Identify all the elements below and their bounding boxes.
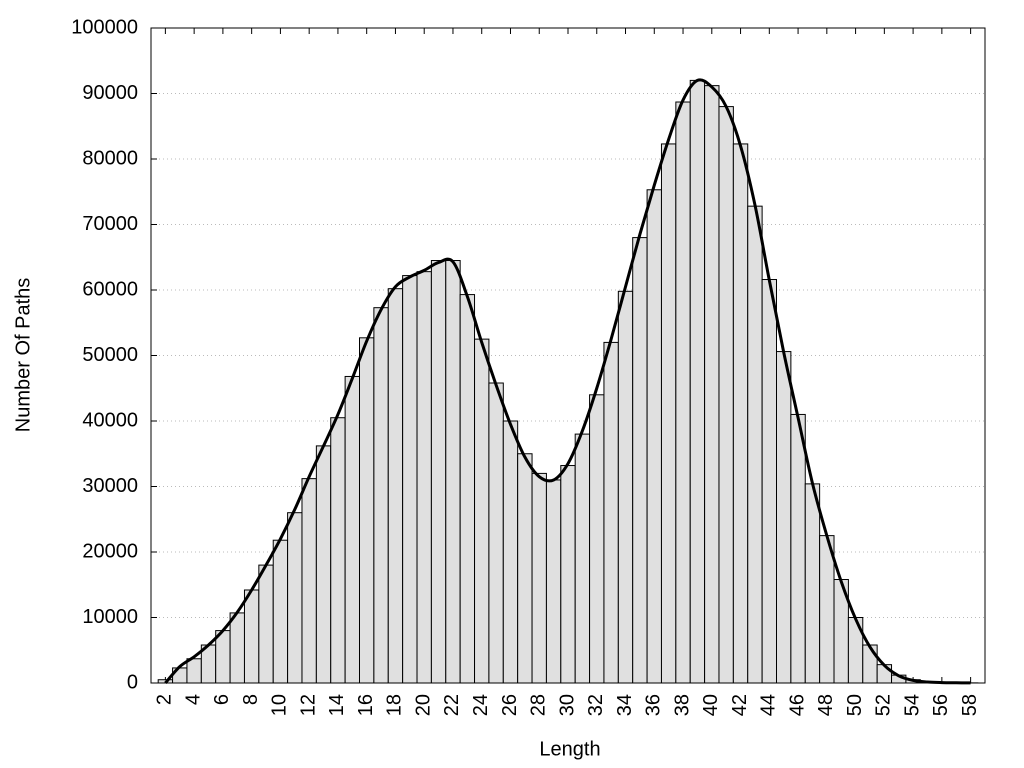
bar (502, 420, 519, 684)
x-tick-label: 44 (758, 694, 780, 716)
bar (330, 417, 346, 684)
bar (416, 271, 432, 684)
bar (258, 564, 274, 684)
bar (430, 260, 447, 684)
x-tick-label: 52 (873, 694, 895, 716)
bar (862, 644, 878, 684)
bar (545, 479, 562, 684)
bar (632, 237, 648, 684)
bar (732, 143, 749, 684)
bar (574, 433, 591, 684)
y-tick-label: 90000 (82, 82, 138, 104)
x-tick-label: 26 (499, 694, 521, 716)
bar (459, 294, 476, 684)
bar (761, 279, 777, 684)
bar (215, 630, 231, 684)
bar (776, 351, 792, 684)
x-tick-label: 32 (585, 694, 607, 716)
x-tick-label: 2 (154, 694, 176, 705)
y-tick-label: 30000 (82, 475, 138, 497)
bar (474, 338, 490, 684)
bar (229, 612, 245, 684)
x-tick-label: 56 (930, 694, 952, 716)
y-tick-label: 0 (127, 671, 138, 693)
bar (445, 260, 461, 684)
bar (186, 658, 202, 684)
x-tick-label: 38 (671, 694, 693, 716)
bar (315, 445, 332, 684)
x-tick-label: 42 (729, 694, 751, 716)
x-tick-label: 36 (643, 694, 665, 716)
plot-frame (150, 27, 986, 684)
x-tick-label: 40 (700, 694, 722, 716)
bar (689, 79, 706, 684)
x-tick-label: 28 (528, 694, 550, 716)
x-tick-label: 30 (556, 694, 578, 716)
bar (560, 465, 576, 684)
x-tick-label: 10 (269, 694, 291, 716)
x-tick-label: 8 (240, 694, 262, 705)
bar (660, 143, 677, 684)
bar (373, 307, 389, 684)
bar (603, 341, 619, 684)
x-tick-label: 18 (384, 694, 406, 716)
bar (617, 290, 634, 684)
y-tick-label: 60000 (82, 278, 138, 300)
bar (488, 382, 504, 684)
bar (675, 101, 691, 684)
y-tick-label: 20000 (82, 540, 138, 562)
x-tick-label: 14 (326, 694, 348, 716)
y-tick-label: 80000 (82, 147, 138, 169)
x-tick-label: 46 (786, 694, 808, 716)
x-tick-label: 50 (844, 694, 866, 716)
y-tick-label: 40000 (82, 409, 138, 431)
y-tick-label: 70000 (82, 213, 138, 235)
x-tick-label: 24 (470, 694, 492, 716)
x-tick-label: 16 (355, 694, 377, 716)
bar (747, 205, 763, 684)
y-axis-label: Number Of Paths (12, 278, 34, 433)
bar (243, 589, 260, 684)
x-tick-label: 48 (815, 694, 837, 716)
x-tick-label: 12 (297, 694, 319, 716)
bar (646, 189, 662, 684)
bar (790, 413, 806, 684)
bar (704, 85, 720, 684)
y-tick-label: 100000 (71, 16, 138, 38)
y-tick-label: 10000 (82, 606, 138, 628)
bar (287, 512, 303, 684)
bar (819, 535, 835, 684)
bar (804, 483, 821, 684)
bar (589, 394, 605, 684)
bar (359, 337, 375, 684)
y-tick-label: 50000 (82, 344, 138, 366)
bar (531, 472, 547, 684)
x-tick-label: 4 (182, 694, 204, 705)
bar (387, 288, 404, 684)
x-tick-label: 34 (614, 694, 636, 716)
bar (718, 106, 734, 684)
x-tick-label: 54 (901, 694, 923, 716)
bar (517, 453, 533, 684)
x-axis-label: Length (539, 738, 600, 760)
bar (402, 275, 418, 684)
x-tick-label: 58 (959, 694, 981, 716)
x-tick-label: 22 (441, 694, 463, 716)
x-tick-label: 20 (412, 694, 434, 716)
x-tick-label: 6 (211, 694, 233, 705)
bar (272, 539, 289, 684)
bar (301, 478, 317, 684)
curve (164, 78, 971, 685)
bar (344, 375, 361, 684)
